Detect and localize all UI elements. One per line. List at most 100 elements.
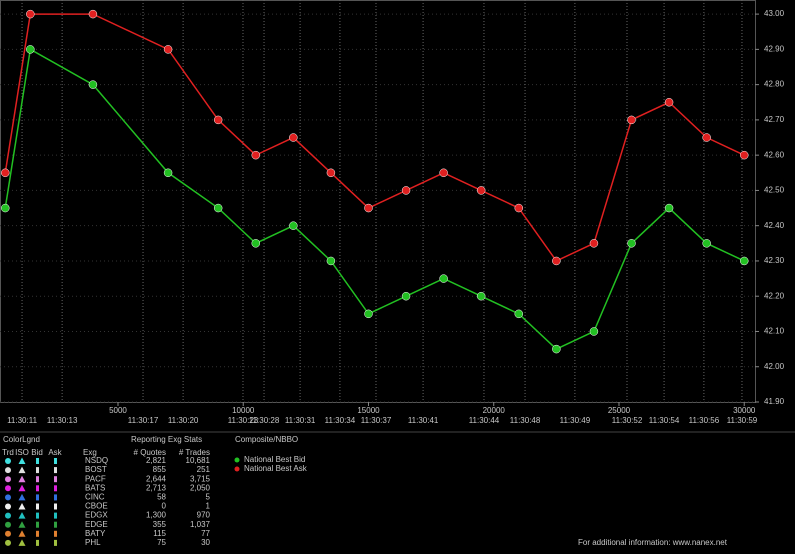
trade-count: 1 xyxy=(206,502,211,511)
legend-column: Ask xyxy=(48,448,62,457)
time-tick-label: 11:30:28 xyxy=(249,416,280,425)
quote-count: 58 xyxy=(157,493,166,502)
y-tick-label: 42.30 xyxy=(764,256,785,265)
trade-symbol xyxy=(5,458,11,464)
exchange-name: CBOE xyxy=(85,502,108,511)
quote-count: 2,821 xyxy=(146,456,167,465)
series-point xyxy=(476,186,486,195)
trade-count: 5 xyxy=(206,493,211,502)
bid-symbol xyxy=(36,458,39,464)
iso-symbol xyxy=(18,484,26,492)
quote-count: 75 xyxy=(157,538,166,547)
stats-title: Reporting Exg Stats xyxy=(131,435,202,444)
quote-count: 0 xyxy=(162,502,167,511)
quote-count: 855 xyxy=(153,465,167,474)
series-point xyxy=(88,9,98,19)
iso-symbol xyxy=(18,521,26,528)
x-tick-label: 30000 xyxy=(733,406,756,415)
y-tick-label: 42.70 xyxy=(764,115,785,124)
legend-column: Trd xyxy=(2,448,14,457)
composite-title: Composite/NBBO xyxy=(235,435,298,444)
bid-symbol xyxy=(36,521,39,528)
bid-symbol xyxy=(36,476,39,483)
time-tick-label: 11:30:34 xyxy=(325,416,356,425)
time-tick-label: 11:30:59 xyxy=(727,416,758,425)
series-point xyxy=(439,168,448,178)
series-point xyxy=(289,133,298,142)
exchange-name: PACF xyxy=(85,474,106,483)
x-tick-label: 5000 xyxy=(109,406,127,415)
trade-symbol xyxy=(5,494,11,501)
series-point xyxy=(514,309,524,319)
series-point xyxy=(401,186,411,195)
plot-frame xyxy=(0,0,756,403)
series-point xyxy=(163,45,173,54)
trade-symbol xyxy=(5,539,11,546)
x-tick-label: 20000 xyxy=(483,406,506,415)
series-point xyxy=(364,203,373,213)
bid-symbol xyxy=(36,494,39,501)
trade-count: 2,050 xyxy=(190,483,211,492)
legend-entry: National Best Bid xyxy=(244,455,305,464)
y-tick-label: 41.90 xyxy=(764,397,785,406)
time-tick-label: 11:30:17 xyxy=(128,416,159,425)
quote-count: 355 xyxy=(153,520,167,529)
iso-symbol xyxy=(18,503,26,510)
exchange-name: PHL xyxy=(85,538,101,547)
y-tick-label: 42.40 xyxy=(764,221,785,230)
ask-symbol xyxy=(54,485,57,492)
legend-swatch xyxy=(234,466,240,472)
legend-column: ISO xyxy=(15,448,29,457)
trade-symbol xyxy=(5,467,11,474)
trade-symbol xyxy=(5,512,11,519)
series-point xyxy=(364,309,373,319)
exchange-name: BATY xyxy=(85,529,106,538)
series-point xyxy=(664,203,674,213)
series-point xyxy=(589,327,599,336)
trade-symbol xyxy=(5,476,11,483)
legend-swatch xyxy=(234,457,240,463)
ask-symbol xyxy=(54,476,57,483)
series-point xyxy=(627,115,636,125)
iso-symbol xyxy=(18,475,26,483)
time-tick-label: 11:30:41 xyxy=(408,416,439,425)
y-tick-label: 43.00 xyxy=(764,9,785,18)
bid-symbol xyxy=(36,503,39,510)
series-point xyxy=(251,150,261,160)
stats-column: # Quotes xyxy=(134,448,166,457)
time-tick-label: 11:30:13 xyxy=(47,416,78,425)
series-point xyxy=(326,256,336,266)
series-point xyxy=(1,203,10,213)
trade-symbol xyxy=(5,530,11,537)
footer: For additional information: www.nanex.ne… xyxy=(578,538,728,547)
exchange-name: NSDQ xyxy=(85,456,108,465)
series-point xyxy=(739,256,749,266)
y-tick-label: 42.20 xyxy=(764,291,785,300)
time-tick-label: 11:30:11 xyxy=(7,416,38,425)
ask-symbol xyxy=(54,512,57,519)
bid-symbol xyxy=(36,467,39,474)
bid-symbol xyxy=(36,539,39,546)
series-point xyxy=(26,9,35,19)
series-point xyxy=(1,168,10,178)
bid-symbol xyxy=(36,512,39,519)
trade-count: 10,681 xyxy=(186,456,211,465)
ask-symbol xyxy=(54,539,57,546)
series-point xyxy=(739,150,749,160)
ask-symbol xyxy=(54,530,57,537)
y-tick-label: 42.90 xyxy=(764,44,785,53)
y-tick-label: 42.50 xyxy=(764,186,785,195)
time-tick-label: 11:30:49 xyxy=(560,416,591,425)
time-tick-label: 11:30:52 xyxy=(612,416,643,425)
y-tick-label: 42.00 xyxy=(764,362,785,371)
time-tick-label: 11:30:37 xyxy=(361,416,392,425)
time-tick-label: 11:30:54 xyxy=(649,416,680,425)
series-point xyxy=(589,239,599,248)
ask-symbol xyxy=(54,494,57,501)
exchange-header: Exg xyxy=(83,448,97,457)
bid-symbol xyxy=(36,485,39,492)
series-point xyxy=(476,291,486,301)
